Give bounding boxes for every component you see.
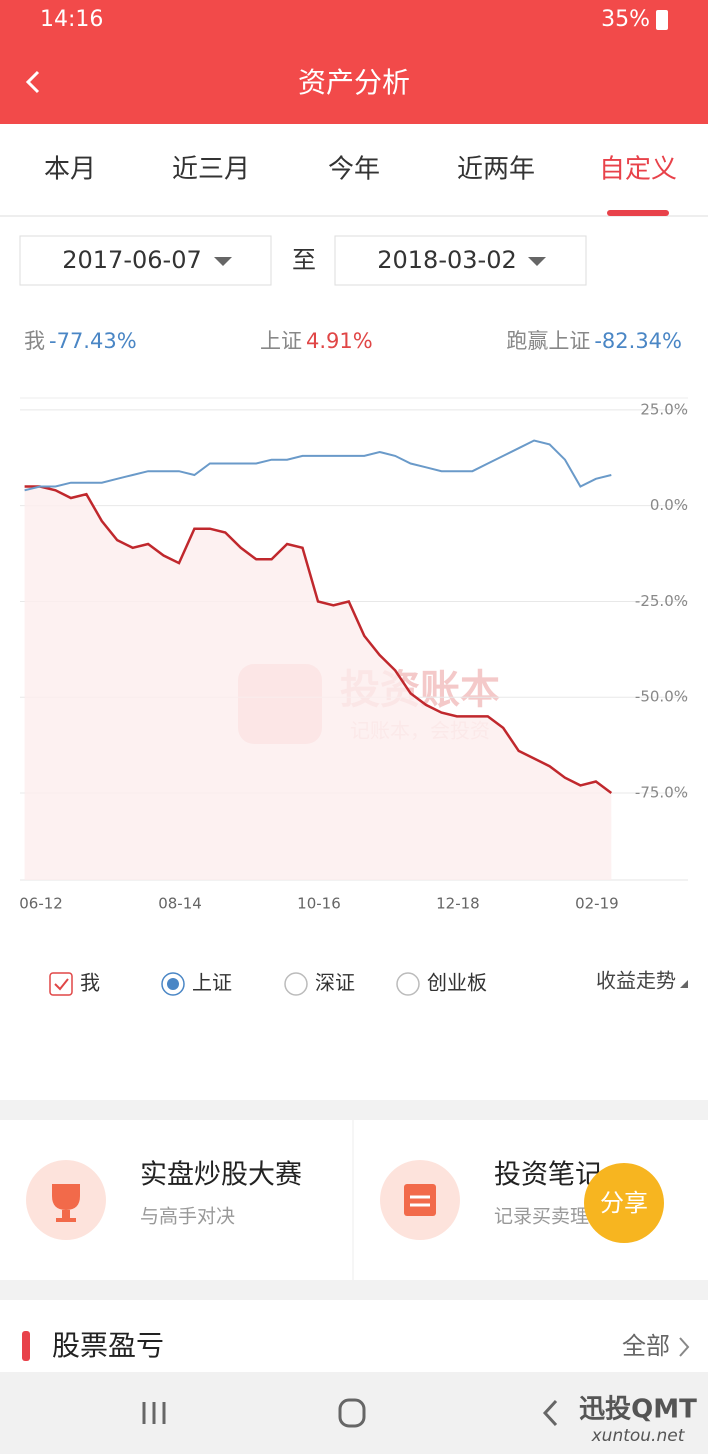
checkmark bbox=[54, 978, 69, 991]
y-tick-label: 0.0% bbox=[650, 496, 688, 514]
trophy bbox=[52, 1184, 80, 1222]
summary-item: 我 -77.43% bbox=[24, 329, 137, 353]
card-subtitle[interactable]: 与高手对决 bbox=[140, 1206, 235, 1228]
summary-label: 跑赢上证 bbox=[506, 329, 590, 353]
x-tick-label: 12-18 bbox=[436, 895, 480, 913]
nav-home[interactable] bbox=[338, 1398, 366, 1428]
tab[interactable]: 本月 bbox=[44, 155, 96, 185]
x-tick-label: 10-16 bbox=[297, 895, 341, 913]
section-marker bbox=[22, 1331, 30, 1361]
status-battery: 35% bbox=[601, 7, 650, 32]
chart: 投资账本记账本，会投资25.0%0.0%-25.0%-50.0%-75.0%06… bbox=[19, 397, 688, 913]
area bbox=[24, 486, 612, 880]
status-time: 14:16 bbox=[40, 7, 103, 32]
series-line bbox=[24, 485, 613, 795]
start-date[interactable]: 2017-06-07 bbox=[62, 246, 201, 274]
share-button[interactable] bbox=[584, 1163, 664, 1243]
brand-watermark: 迅投QMT bbox=[579, 1395, 697, 1425]
summary-label: 上证 bbox=[260, 329, 302, 353]
summary-item: 上证 4.91% bbox=[260, 329, 373, 353]
y-tick-label: -50.0% bbox=[635, 688, 688, 706]
section-link[interactable]: 全部 bbox=[622, 1332, 670, 1360]
notebook bbox=[404, 1184, 436, 1216]
card-title[interactable]: 投资笔记 bbox=[494, 1160, 602, 1191]
gap bbox=[0, 1100, 708, 1120]
end-date-box[interactable] bbox=[334, 235, 587, 286]
legend-label[interactable]: 我 bbox=[80, 971, 100, 995]
radio-dot bbox=[167, 978, 179, 990]
gap bbox=[0, 1280, 708, 1300]
chevron bbox=[679, 1337, 690, 1357]
tab-indicator bbox=[607, 210, 669, 216]
site-watermark: xuntou.net bbox=[591, 1426, 686, 1446]
radio[interactable] bbox=[284, 972, 308, 996]
y-tick-label: -75.0% bbox=[635, 784, 688, 802]
date-separator: 至 bbox=[292, 246, 316, 274]
nav-back[interactable] bbox=[542, 1399, 558, 1427]
option-label[interactable]: 深证 bbox=[315, 971, 355, 995]
summary-value: 4.91% bbox=[306, 329, 373, 353]
battery-icon bbox=[656, 10, 668, 30]
back-button[interactable] bbox=[25, 70, 40, 94]
summary-label: 我 bbox=[24, 329, 45, 353]
trend-arrow bbox=[680, 980, 688, 988]
x-tick-label: 06-12 bbox=[19, 895, 63, 913]
card-title[interactable]: 实盘炒股大赛 bbox=[140, 1160, 302, 1191]
summary-value: -82.34% bbox=[594, 329, 682, 353]
summary-value: -77.43% bbox=[49, 329, 137, 353]
trend-selector[interactable]: 收益走势 bbox=[596, 969, 676, 993]
dropdown-arrow bbox=[214, 257, 232, 266]
option-label[interactable]: 创业板 bbox=[427, 971, 487, 995]
dropdown-arrow bbox=[528, 257, 546, 266]
page-title: 资产分析 bbox=[298, 66, 410, 99]
tab[interactable]: 近两年 bbox=[457, 155, 535, 185]
header-bg bbox=[0, 0, 708, 124]
y-tick-label: 25.0% bbox=[640, 400, 688, 418]
y-tick-label: -25.0% bbox=[635, 592, 688, 610]
card-subtitle[interactable]: 记录买卖理由 bbox=[494, 1206, 608, 1228]
start-date-box[interactable] bbox=[19, 235, 272, 286]
series-line bbox=[24, 439, 612, 492]
checkbox[interactable] bbox=[49, 972, 73, 996]
end-date[interactable]: 2018-03-02 bbox=[377, 246, 516, 274]
radio[interactable] bbox=[396, 972, 420, 996]
share-label[interactable]: 分享 bbox=[600, 1189, 648, 1217]
legend-label[interactable]: 上证 bbox=[192, 971, 232, 995]
section-title: 股票盈亏 bbox=[52, 1329, 164, 1362]
tab[interactable]: 近三月 bbox=[172, 155, 250, 185]
tab[interactable]: 今年 bbox=[328, 155, 380, 185]
tab[interactable]: 自定义 bbox=[599, 155, 677, 185]
nav-bar bbox=[0, 1372, 708, 1454]
summary-item: 跑赢上证 -82.34% bbox=[506, 329, 682, 353]
x-tick-label: 02-19 bbox=[575, 895, 619, 913]
x-tick-label: 08-14 bbox=[158, 895, 202, 913]
nav-recent[interactable] bbox=[142, 1402, 166, 1424]
